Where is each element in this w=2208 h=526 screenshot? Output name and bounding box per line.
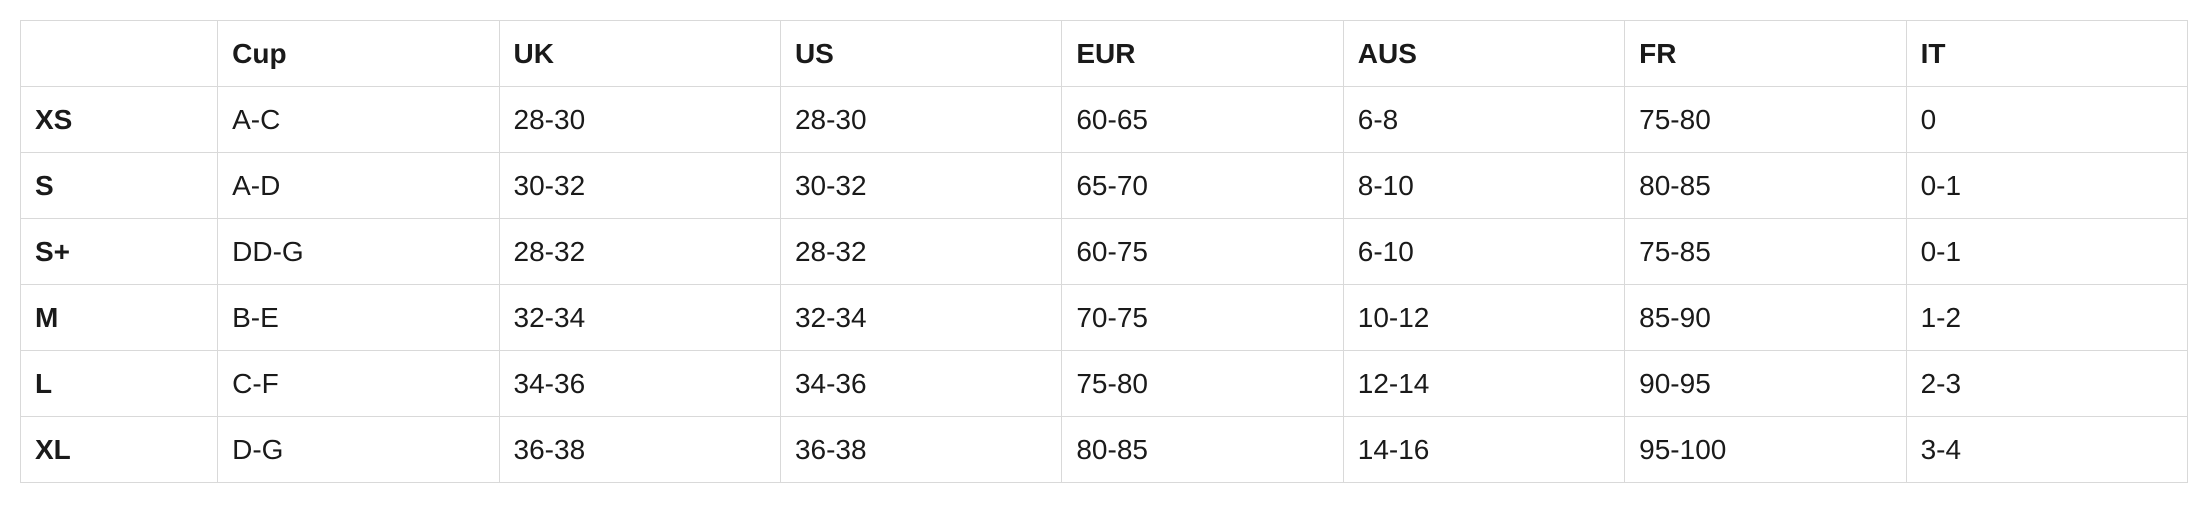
row-label-l: L <box>21 351 218 417</box>
cell-splus-fr: 75-85 <box>1625 219 1906 285</box>
cell-xs-eur: 60-65 <box>1062 87 1343 153</box>
cell-splus-uk: 28-32 <box>499 219 780 285</box>
cell-s-eur: 65-70 <box>1062 153 1343 219</box>
cell-s-it: 0-1 <box>1906 153 2187 219</box>
cell-splus-it: 0-1 <box>1906 219 2187 285</box>
cell-s-us: 30-32 <box>780 153 1061 219</box>
cell-l-us: 34-36 <box>780 351 1061 417</box>
cell-s-uk: 30-32 <box>499 153 780 219</box>
col-header-cup: Cup <box>218 21 499 87</box>
cell-m-cup: B-E <box>218 285 499 351</box>
cell-l-it: 2-3 <box>1906 351 2187 417</box>
col-header-aus: AUS <box>1343 21 1624 87</box>
cell-l-uk: 34-36 <box>499 351 780 417</box>
table-row: L C-F 34-36 34-36 75-80 12-14 90-95 2-3 <box>21 351 2188 417</box>
cell-xs-uk: 28-30 <box>499 87 780 153</box>
cell-xl-uk: 36-38 <box>499 417 780 483</box>
table-row: S A-D 30-32 30-32 65-70 8-10 80-85 0-1 <box>21 153 2188 219</box>
row-label-xl: XL <box>21 417 218 483</box>
row-label-m: M <box>21 285 218 351</box>
cell-xl-it: 3-4 <box>1906 417 2187 483</box>
cell-xs-it: 0 <box>1906 87 2187 153</box>
cell-s-fr: 80-85 <box>1625 153 1906 219</box>
table-row: XS A-C 28-30 28-30 60-65 6-8 75-80 0 <box>21 87 2188 153</box>
col-header-eur: EUR <box>1062 21 1343 87</box>
table-row: M B-E 32-34 32-34 70-75 10-12 85-90 1-2 <box>21 285 2188 351</box>
cell-xl-us: 36-38 <box>780 417 1061 483</box>
table-row: XL D-G 36-38 36-38 80-85 14-16 95-100 3-… <box>21 417 2188 483</box>
cell-l-cup: C-F <box>218 351 499 417</box>
size-chart-table: Cup UK US EUR AUS FR IT XS A-C 28-30 28-… <box>20 20 2188 483</box>
cell-m-eur: 70-75 <box>1062 285 1343 351</box>
cell-splus-us: 28-32 <box>780 219 1061 285</box>
cell-l-eur: 75-80 <box>1062 351 1343 417</box>
cell-splus-aus: 6-10 <box>1343 219 1624 285</box>
cell-xs-aus: 6-8 <box>1343 87 1624 153</box>
cell-splus-cup: DD-G <box>218 219 499 285</box>
row-label-splus: S+ <box>21 219 218 285</box>
row-label-xs: XS <box>21 87 218 153</box>
cell-xl-eur: 80-85 <box>1062 417 1343 483</box>
col-header-us: US <box>780 21 1061 87</box>
cell-xs-cup: A-C <box>218 87 499 153</box>
cell-xl-fr: 95-100 <box>1625 417 1906 483</box>
row-label-s: S <box>21 153 218 219</box>
cell-m-it: 1-2 <box>1906 285 2187 351</box>
table-header-row: Cup UK US EUR AUS FR IT <box>21 21 2188 87</box>
cell-m-aus: 10-12 <box>1343 285 1624 351</box>
col-header-blank <box>21 21 218 87</box>
col-header-it: IT <box>1906 21 2187 87</box>
cell-xs-us: 28-30 <box>780 87 1061 153</box>
cell-m-us: 32-34 <box>780 285 1061 351</box>
col-header-fr: FR <box>1625 21 1906 87</box>
cell-splus-eur: 60-75 <box>1062 219 1343 285</box>
cell-l-fr: 90-95 <box>1625 351 1906 417</box>
table-row: S+ DD-G 28-32 28-32 60-75 6-10 75-85 0-1 <box>21 219 2188 285</box>
cell-s-cup: A-D <box>218 153 499 219</box>
cell-xl-cup: D-G <box>218 417 499 483</box>
cell-m-uk: 32-34 <box>499 285 780 351</box>
cell-l-aus: 12-14 <box>1343 351 1624 417</box>
cell-s-aus: 8-10 <box>1343 153 1624 219</box>
cell-m-fr: 85-90 <box>1625 285 1906 351</box>
col-header-uk: UK <box>499 21 780 87</box>
cell-xs-fr: 75-80 <box>1625 87 1906 153</box>
cell-xl-aus: 14-16 <box>1343 417 1624 483</box>
